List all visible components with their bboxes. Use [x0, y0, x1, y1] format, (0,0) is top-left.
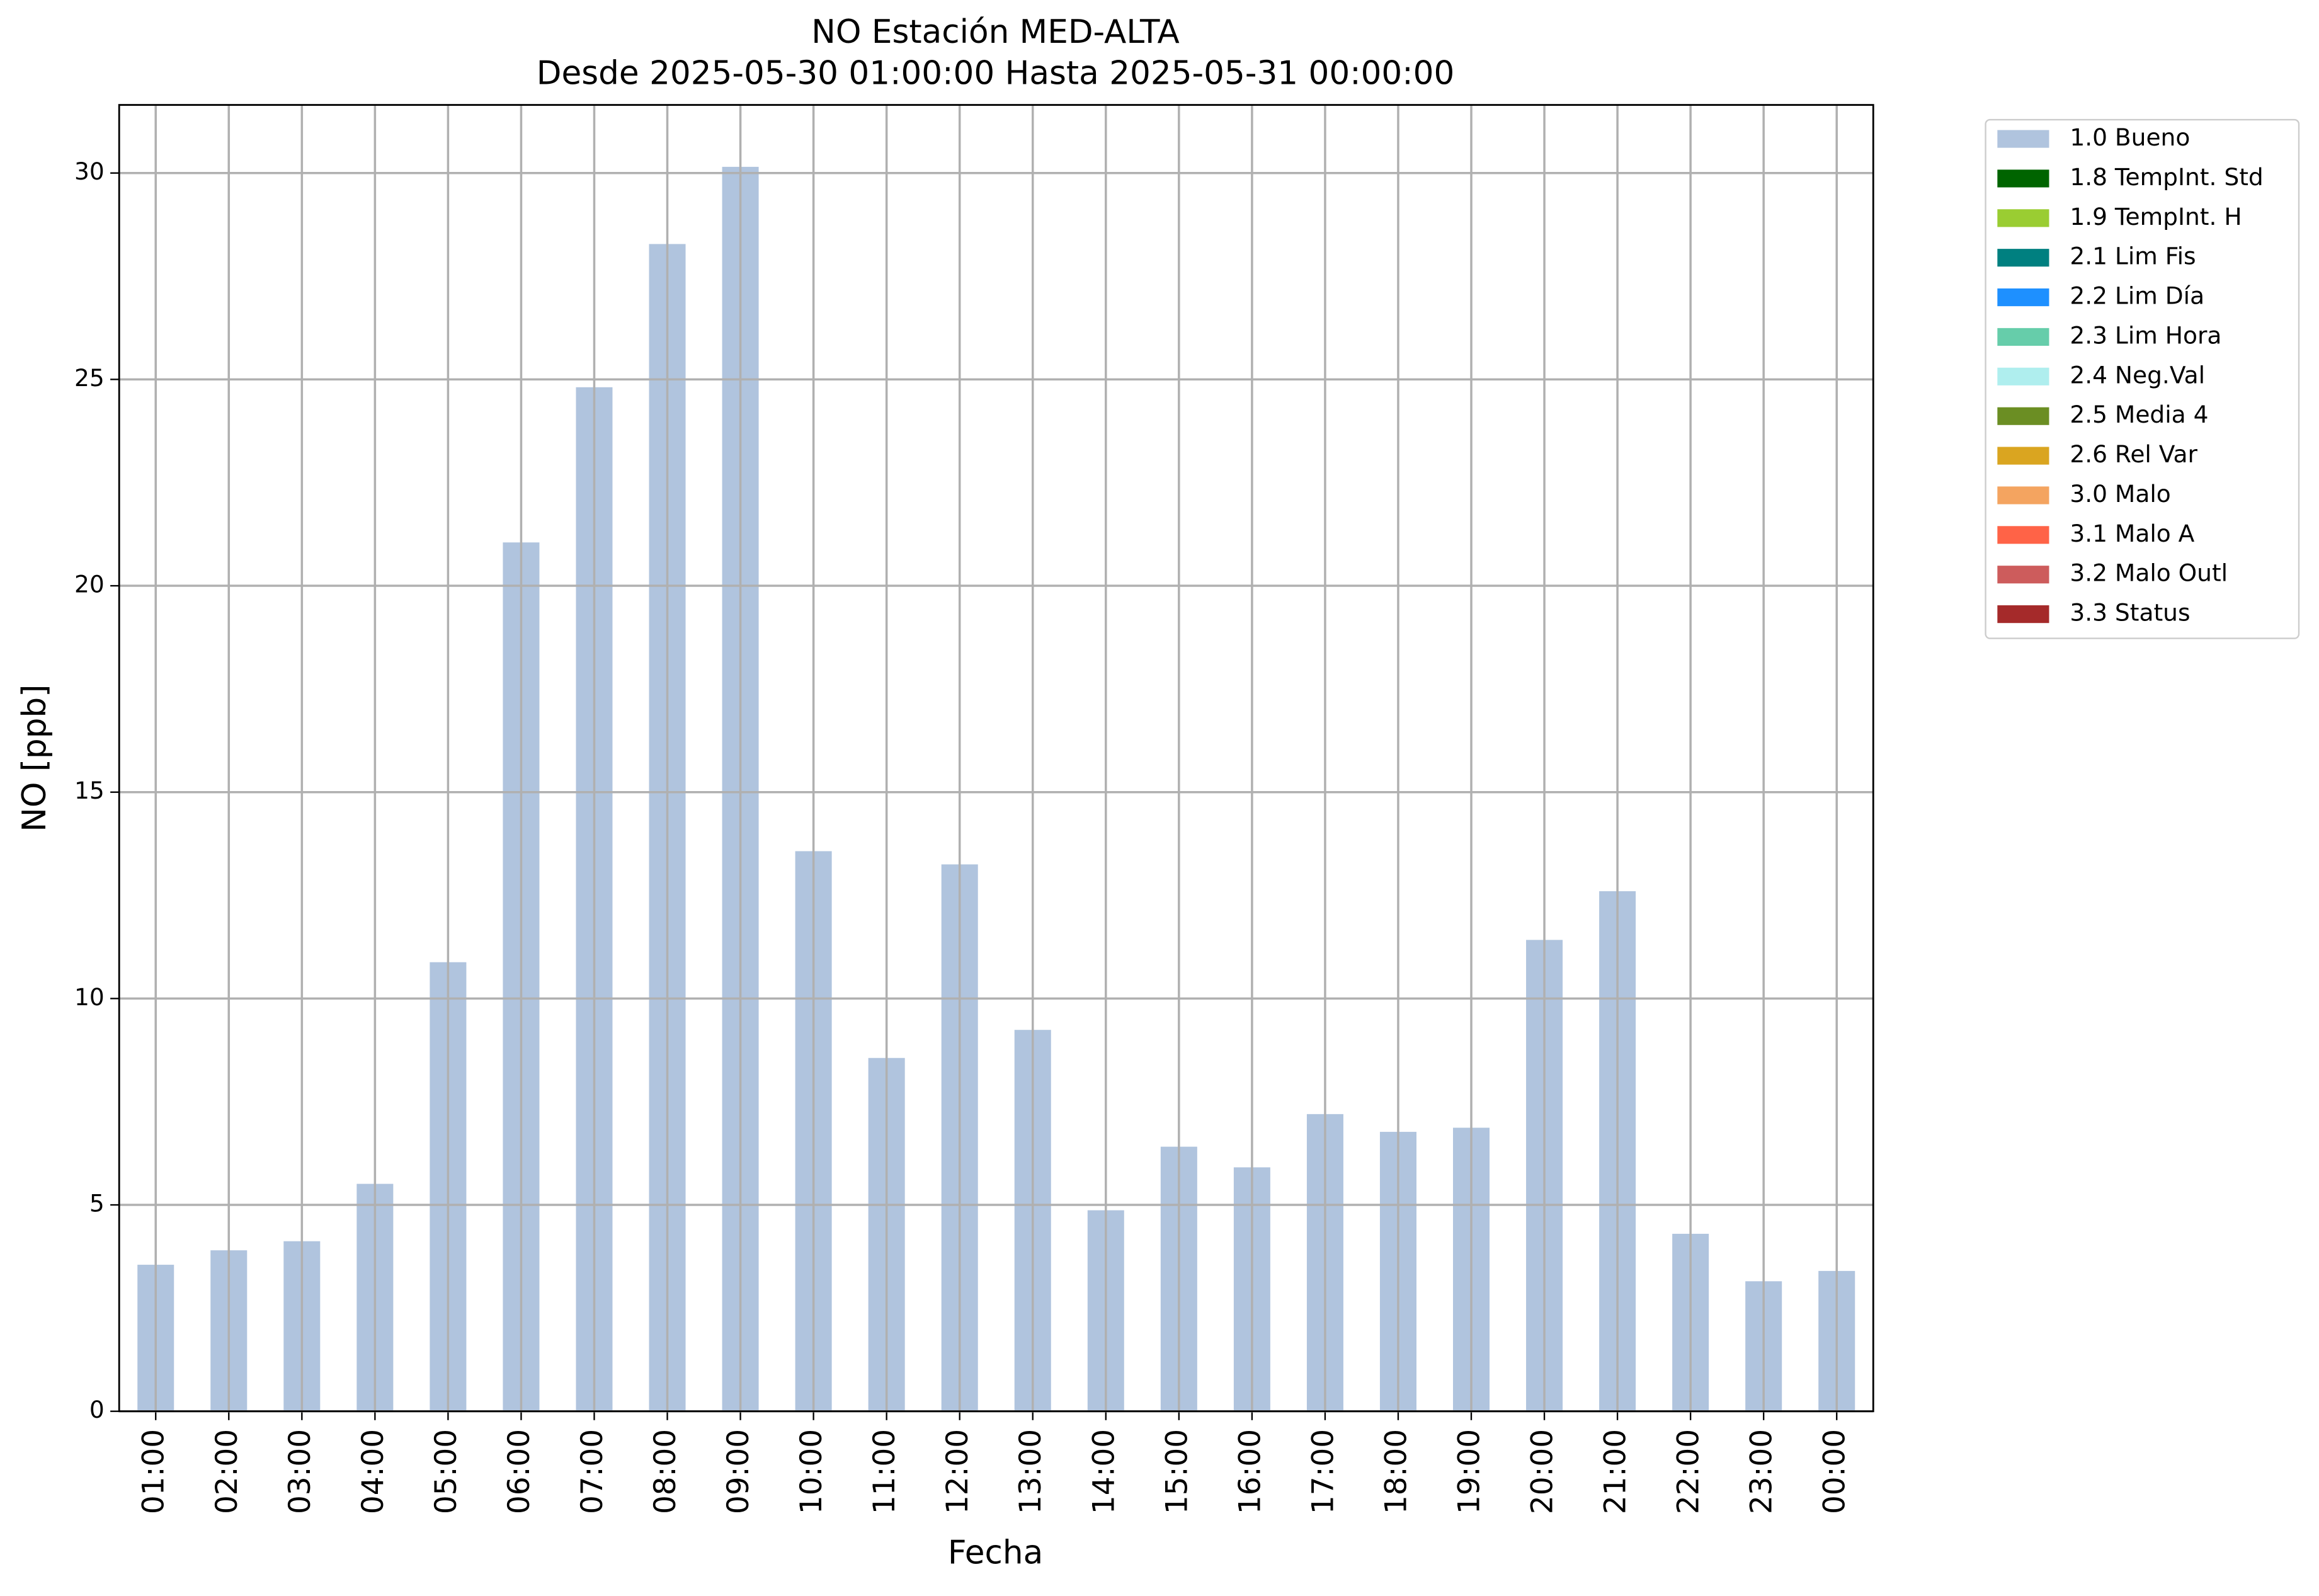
x-tick-label: 19:00 [1452, 1429, 1487, 1514]
legend-label: 3.3 Status [2070, 599, 2190, 627]
legend-swatch [1997, 288, 2049, 307]
legend-label: 2.6 Rel Var [2070, 440, 2197, 468]
x-tick-label: 21:00 [1598, 1429, 1633, 1514]
chart-subtitle: Desde 2025-05-30 01:00:00 Hasta 2025-05-… [537, 55, 1455, 93]
legend-swatch [1997, 605, 2049, 624]
x-tick-label: 09:00 [721, 1429, 756, 1514]
legend-label: 1.8 TempInt. Std [2070, 163, 2263, 191]
legend-label: 2.3 Lim Hora [2070, 321, 2221, 349]
legend-label: 1.0 Bueno [2070, 123, 2190, 151]
x-tick-label: 23:00 [1745, 1429, 1779, 1514]
legend-swatch [1997, 526, 2049, 544]
x-tick-label: 04:00 [356, 1429, 390, 1514]
x-tick-label: 01:00 [137, 1429, 171, 1514]
x-tick-label: 10:00 [794, 1429, 829, 1514]
x-tick-label: 22:00 [1672, 1429, 1706, 1514]
legend-swatch [1997, 130, 2049, 148]
legend-swatch [1997, 486, 2049, 504]
legend-label: 2.5 Media 4 [2070, 401, 2208, 428]
x-tick-label: 16:00 [1233, 1429, 1267, 1514]
legend-swatch [1997, 447, 2049, 465]
legend-label: 1.9 TempInt. H [2070, 203, 2242, 231]
y-tick-label: 25 [74, 364, 105, 392]
x-tick-label: 13:00 [1013, 1429, 1048, 1514]
y-tick-label: 30 [74, 157, 105, 185]
y-tick-label: 0 [89, 1396, 105, 1423]
y-tick-label: 20 [74, 571, 105, 598]
legend-swatch [1997, 249, 2049, 267]
legend-label: 2.1 Lim Fis [2070, 242, 2196, 270]
plot-frame [118, 104, 1874, 1413]
legend-swatch [1997, 209, 2049, 227]
x-tick-label: 14:00 [1086, 1429, 1121, 1514]
legend-swatch [1997, 407, 2049, 425]
legend-swatch [1997, 566, 2049, 584]
legend-swatch [1997, 367, 2049, 385]
legend-label: 3.0 Malo [2070, 480, 2170, 508]
x-tick-label: 15:00 [1160, 1429, 1194, 1514]
x-tick-label: 17:00 [1306, 1429, 1340, 1514]
x-tick-label: 12:00 [940, 1429, 975, 1514]
x-tick-label: 00:00 [1818, 1429, 1852, 1514]
x-tick-label: 06:00 [502, 1429, 537, 1514]
x-tick-label: 20:00 [1525, 1429, 1560, 1514]
legend-label: 2.2 Lim Día [2070, 282, 2204, 310]
x-tick-label: 11:00 [867, 1429, 902, 1514]
legend-label: 3.2 Malo Outl [2070, 559, 2228, 587]
y-tick-label: 5 [89, 1190, 105, 1217]
legend-box [1985, 118, 2300, 639]
y-tick-label: 10 [74, 983, 105, 1011]
x-tick-label: 05:00 [429, 1429, 464, 1514]
legend-label: 2.4 Neg.Val [2070, 361, 2205, 389]
x-tick-label: 02:00 [210, 1429, 244, 1514]
x-tick-label: 18:00 [1379, 1429, 1413, 1514]
x-tick-label: 07:00 [575, 1429, 610, 1514]
legend-swatch [1997, 328, 2049, 346]
chart-title: NO Estación MED-ALTA [811, 13, 1180, 51]
x-tick-label: 03:00 [283, 1429, 317, 1514]
x-axis-label: Fecha [948, 1534, 1043, 1571]
y-tick-label: 15 [74, 777, 105, 804]
y-axis-label: NO [ppb] [16, 685, 54, 832]
legend-swatch [1997, 169, 2049, 188]
x-tick-label: 08:00 [648, 1429, 683, 1514]
legend-label: 3.1 Malo A [2070, 520, 2194, 547]
